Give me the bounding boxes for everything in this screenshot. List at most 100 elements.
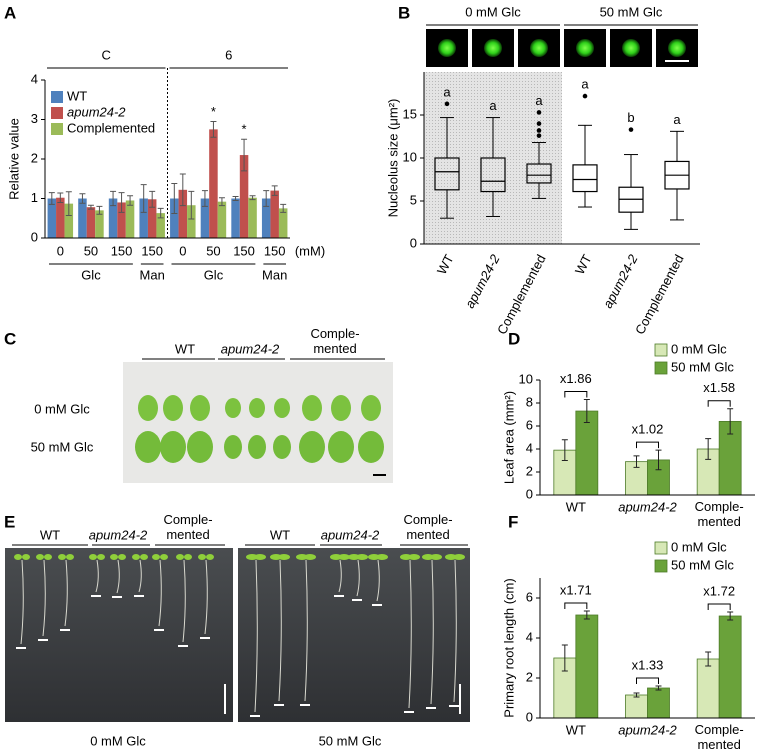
cotyledon bbox=[160, 554, 168, 560]
leaf bbox=[358, 431, 384, 463]
outlier bbox=[536, 121, 542, 126]
leaf bbox=[160, 431, 186, 463]
group-label: 6 bbox=[225, 47, 232, 62]
cotyledon bbox=[22, 554, 30, 560]
error-bar bbox=[263, 190, 270, 207]
nucleolus bbox=[438, 39, 456, 57]
ratio-label: x1.02 bbox=[632, 422, 664, 437]
legend-label: 50 mM Glc bbox=[671, 557, 734, 572]
nucleolus bbox=[622, 39, 640, 57]
error-bar bbox=[171, 182, 178, 215]
legend-swatch bbox=[51, 107, 63, 119]
cotyledon bbox=[356, 554, 368, 560]
x-tick-label: WT bbox=[566, 722, 586, 737]
bar bbox=[625, 694, 648, 719]
y-axis-label: Leaf area (mm²) bbox=[501, 391, 516, 484]
error-bar bbox=[727, 408, 734, 435]
ratio-bracket bbox=[707, 400, 731, 407]
error-bar bbox=[232, 196, 239, 201]
error-bar bbox=[561, 644, 568, 672]
y-tick-label: 2 bbox=[526, 669, 533, 684]
y-tick-label: 0 bbox=[31, 229, 38, 244]
cotyledon bbox=[97, 554, 105, 560]
row-label: 0 mM Glc bbox=[34, 401, 90, 416]
ratio-bracket bbox=[707, 603, 731, 610]
x-tick-label: WT bbox=[572, 252, 595, 277]
box bbox=[572, 164, 598, 193]
legend-swatch bbox=[654, 559, 668, 573]
cotyledon bbox=[14, 554, 22, 560]
y-tick-label: 6 bbox=[526, 589, 533, 604]
y-tick-label: 10 bbox=[403, 149, 417, 164]
bar bbox=[575, 410, 599, 496]
bar bbox=[117, 202, 126, 238]
bar bbox=[718, 615, 742, 719]
bar bbox=[696, 658, 720, 719]
nucleolus bbox=[530, 39, 548, 57]
y-axis-label: Nucleolus size (μm²) bbox=[385, 99, 400, 218]
error-bar bbox=[583, 399, 590, 424]
significance-letter: b bbox=[627, 110, 634, 125]
bar bbox=[217, 201, 227, 238]
bar bbox=[239, 155, 249, 238]
leaf bbox=[331, 395, 351, 421]
leaf bbox=[302, 395, 322, 421]
column-label: Comple-mented bbox=[310, 326, 359, 356]
column-label: Comple-mented bbox=[403, 512, 452, 542]
x-tick-label: 50 bbox=[84, 243, 98, 258]
box bbox=[434, 157, 460, 191]
x-group-label: Glc bbox=[81, 267, 101, 282]
leaf bbox=[190, 395, 210, 421]
cotyledon bbox=[254, 554, 266, 560]
leaf bbox=[249, 398, 265, 418]
legend-swatch bbox=[51, 91, 63, 103]
cotyledon bbox=[44, 554, 52, 560]
bar bbox=[647, 687, 670, 719]
root bbox=[20, 559, 24, 645]
error-bar bbox=[79, 193, 86, 204]
bar bbox=[108, 198, 118, 238]
cotyledon bbox=[304, 554, 316, 560]
significance-letter: a bbox=[489, 98, 497, 113]
error-bar bbox=[218, 197, 225, 207]
y-tick-label: 3 bbox=[31, 111, 38, 126]
legend-swatch bbox=[654, 361, 668, 375]
x-tick-label: WT bbox=[434, 252, 457, 277]
column-label: apum24-2 bbox=[321, 527, 380, 542]
y-tick-label: 2 bbox=[526, 463, 533, 478]
bar bbox=[147, 199, 157, 238]
column-label: apum24-2 bbox=[221, 341, 280, 356]
x-tick-label: apum24-2 bbox=[618, 499, 677, 514]
x-tick-label: Comple-mented bbox=[695, 499, 744, 529]
error-bar bbox=[249, 195, 256, 201]
cotyledon bbox=[206, 554, 214, 560]
root bbox=[453, 559, 457, 703]
photo bbox=[238, 548, 470, 722]
caption: 0 mM Glc bbox=[90, 733, 146, 748]
photo bbox=[123, 362, 393, 483]
legend-label: 50 mM Glc bbox=[671, 359, 734, 374]
root bbox=[304, 559, 308, 702]
cotyledon bbox=[278, 554, 290, 560]
bar bbox=[78, 198, 87, 238]
leaf bbox=[299, 431, 325, 463]
outlier bbox=[628, 127, 634, 132]
error-bar bbox=[727, 611, 734, 621]
leaf bbox=[273, 435, 291, 459]
panel-label: F bbox=[508, 512, 518, 531]
bar bbox=[200, 198, 210, 238]
legend-label: 0 mM Glc bbox=[671, 539, 727, 554]
x-group-label: Glc bbox=[204, 267, 224, 282]
y-tick-label: 8 bbox=[526, 394, 533, 409]
x-tick-label: Comple-mented bbox=[695, 722, 744, 752]
panel-label: C bbox=[4, 329, 16, 348]
column-label: apum24-2 bbox=[89, 527, 148, 542]
ratio-bracket bbox=[636, 677, 659, 684]
root bbox=[278, 559, 282, 702]
outlier bbox=[582, 93, 588, 99]
cotyledon bbox=[118, 554, 126, 560]
y-tick-label: 0 bbox=[526, 709, 533, 724]
error-bar bbox=[188, 190, 195, 220]
error-bar bbox=[118, 192, 125, 213]
